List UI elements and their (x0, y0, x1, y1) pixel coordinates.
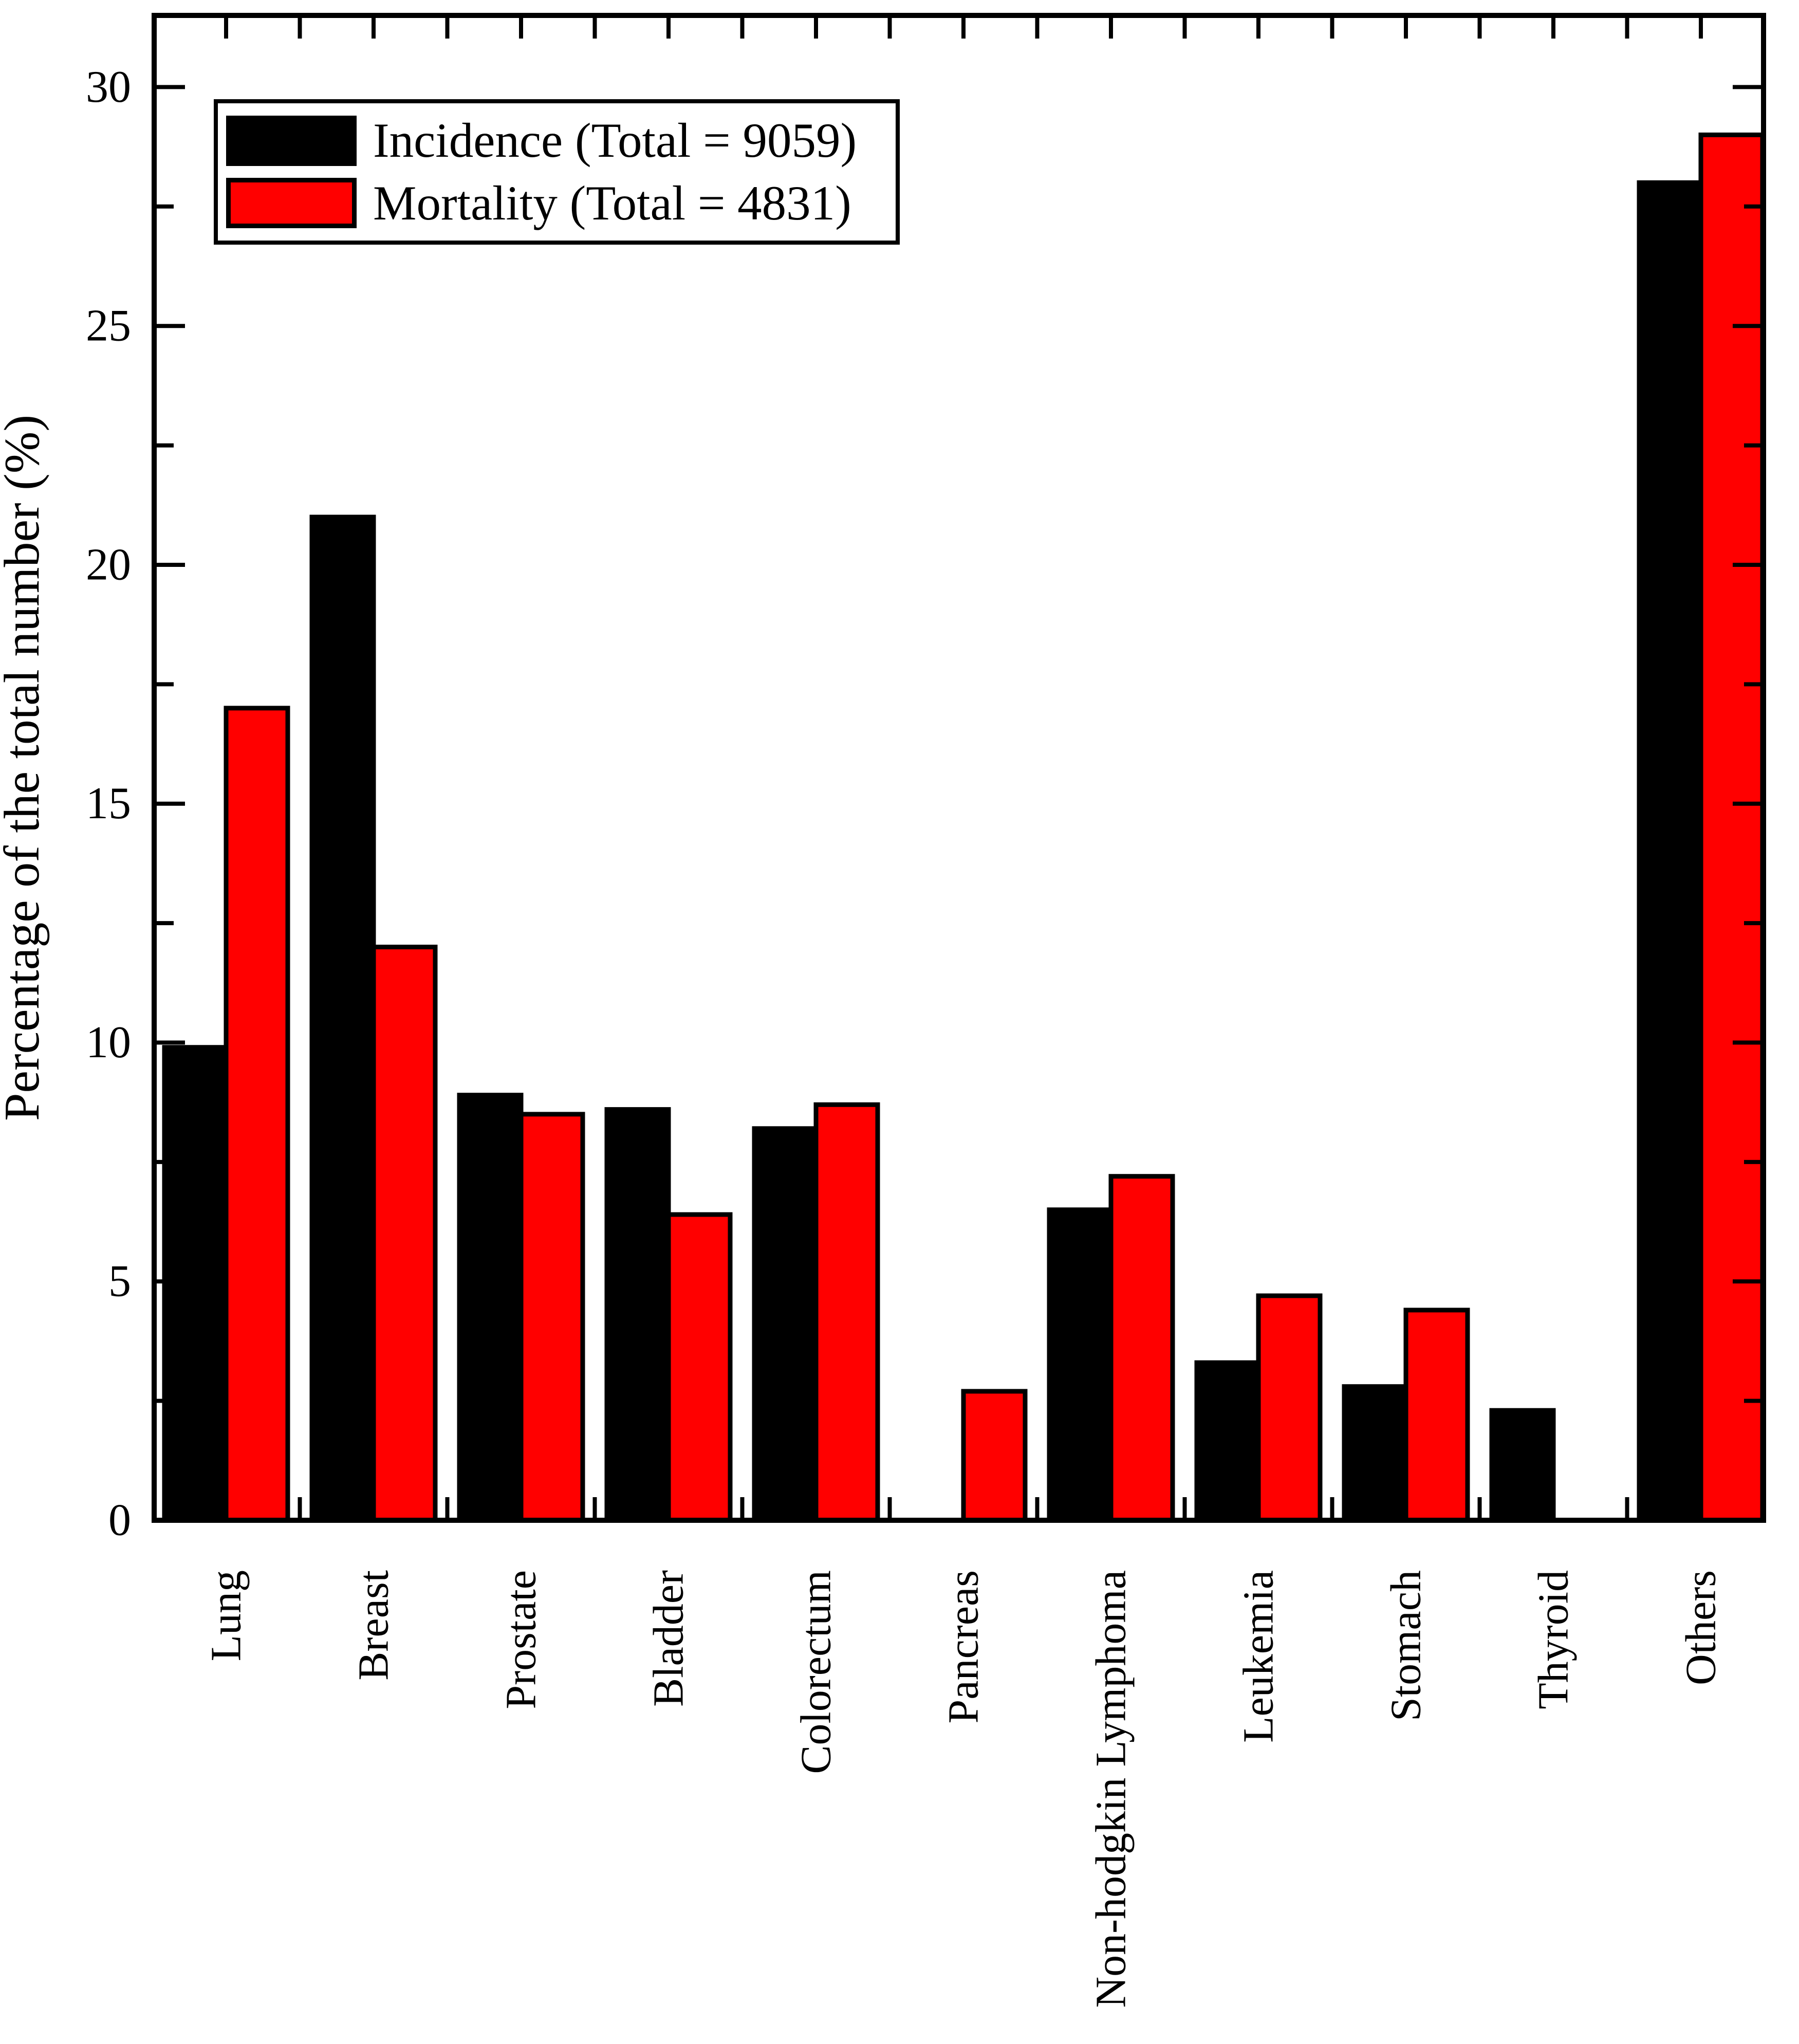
x-category-label-prostate: Prostate (497, 1570, 545, 1709)
x-category-label-colorectum: Colorectum (792, 1570, 840, 1774)
x-category-label-pancreas: Pancreas (940, 1570, 988, 1724)
bar-mortality-pancreas (961, 1389, 1028, 1523)
legend-label-incidence: Incidence (Total = 9059) (373, 113, 857, 168)
bar-mortality-bladder (666, 1212, 733, 1523)
bar-mortality-leukemia (1256, 1293, 1323, 1523)
y-tick-label-15: 15 (86, 779, 131, 828)
y-tick-label-10: 10 (86, 1018, 131, 1067)
x-category-label-non-hodgkin-lymphoma: Non-hodgkin Lymphoma (1087, 1570, 1135, 2008)
y-tick-label-30: 30 (86, 62, 131, 112)
bar-mortality-breast (371, 945, 438, 1523)
legend-row-incidence: Incidence (Total = 9059) (226, 113, 896, 168)
x-category-label-lung: Lung (202, 1570, 250, 1661)
bar-incidence-stomach (1342, 1384, 1408, 1523)
x-category-label-others: Others (1677, 1570, 1725, 1685)
mortality-swatch-icon (226, 178, 357, 229)
legend: Incidence (Total = 9059) Mortality (Tota… (214, 99, 900, 245)
bar-incidence-non-hodgkin-lymphoma (1047, 1207, 1114, 1523)
x-category-label-thyroid: Thyroid (1530, 1570, 1578, 1709)
plot-frame (152, 13, 1766, 1523)
bar-incidence-bladder (604, 1107, 671, 1523)
bar-mortality-others (1698, 132, 1765, 1523)
x-category-label-breast: Breast (350, 1570, 398, 1681)
bar-incidence-colorectum (752, 1126, 819, 1523)
x-category-label-stomach: Stomach (1382, 1570, 1430, 1721)
x-category-labels: Lung Breast Prostate Bladder Colorectum Pancr… (202, 1570, 1725, 2008)
y-axis-title: Percentage of the total number (%) (0, 415, 50, 1121)
bar-mortality-lung (224, 706, 290, 1523)
bar-incidence-others (1637, 180, 1703, 1523)
bar-incidence-thyroid (1489, 1408, 1556, 1523)
incidence-swatch-icon (226, 115, 357, 166)
bar-incidence-prostate (457, 1093, 524, 1523)
bar-mortality-prostate (518, 1112, 585, 1523)
bar-mortality-non-hodgkin-lymphoma (1108, 1174, 1175, 1523)
axes-layer (152, 13, 1766, 1523)
y-tick-label-25: 25 (86, 301, 131, 351)
legend-row-mortality: Mortality (Total = 4831) (226, 175, 896, 230)
bar-incidence-lung (162, 1045, 229, 1523)
legend-label-mortality: Mortality (Total = 4831) (373, 175, 851, 230)
y-tick-labels: 0 5 10 15 20 25 30 (86, 62, 131, 1545)
y-tick-label-0: 0 (108, 1496, 131, 1545)
bars-layer (162, 132, 1765, 1523)
y-tick-label-5: 5 (108, 1257, 131, 1306)
y-tick-label-20: 20 (86, 540, 131, 590)
x-category-label-leukemia: Leukemia (1235, 1570, 1283, 1743)
x-category-label-bladder: Bladder (645, 1570, 693, 1707)
bar-mortality-colorectum (813, 1102, 880, 1523)
bar-incidence-leukemia (1194, 1360, 1261, 1523)
bar-mortality-stomach (1403, 1308, 1470, 1523)
bar-incidence-breast (309, 514, 376, 1523)
